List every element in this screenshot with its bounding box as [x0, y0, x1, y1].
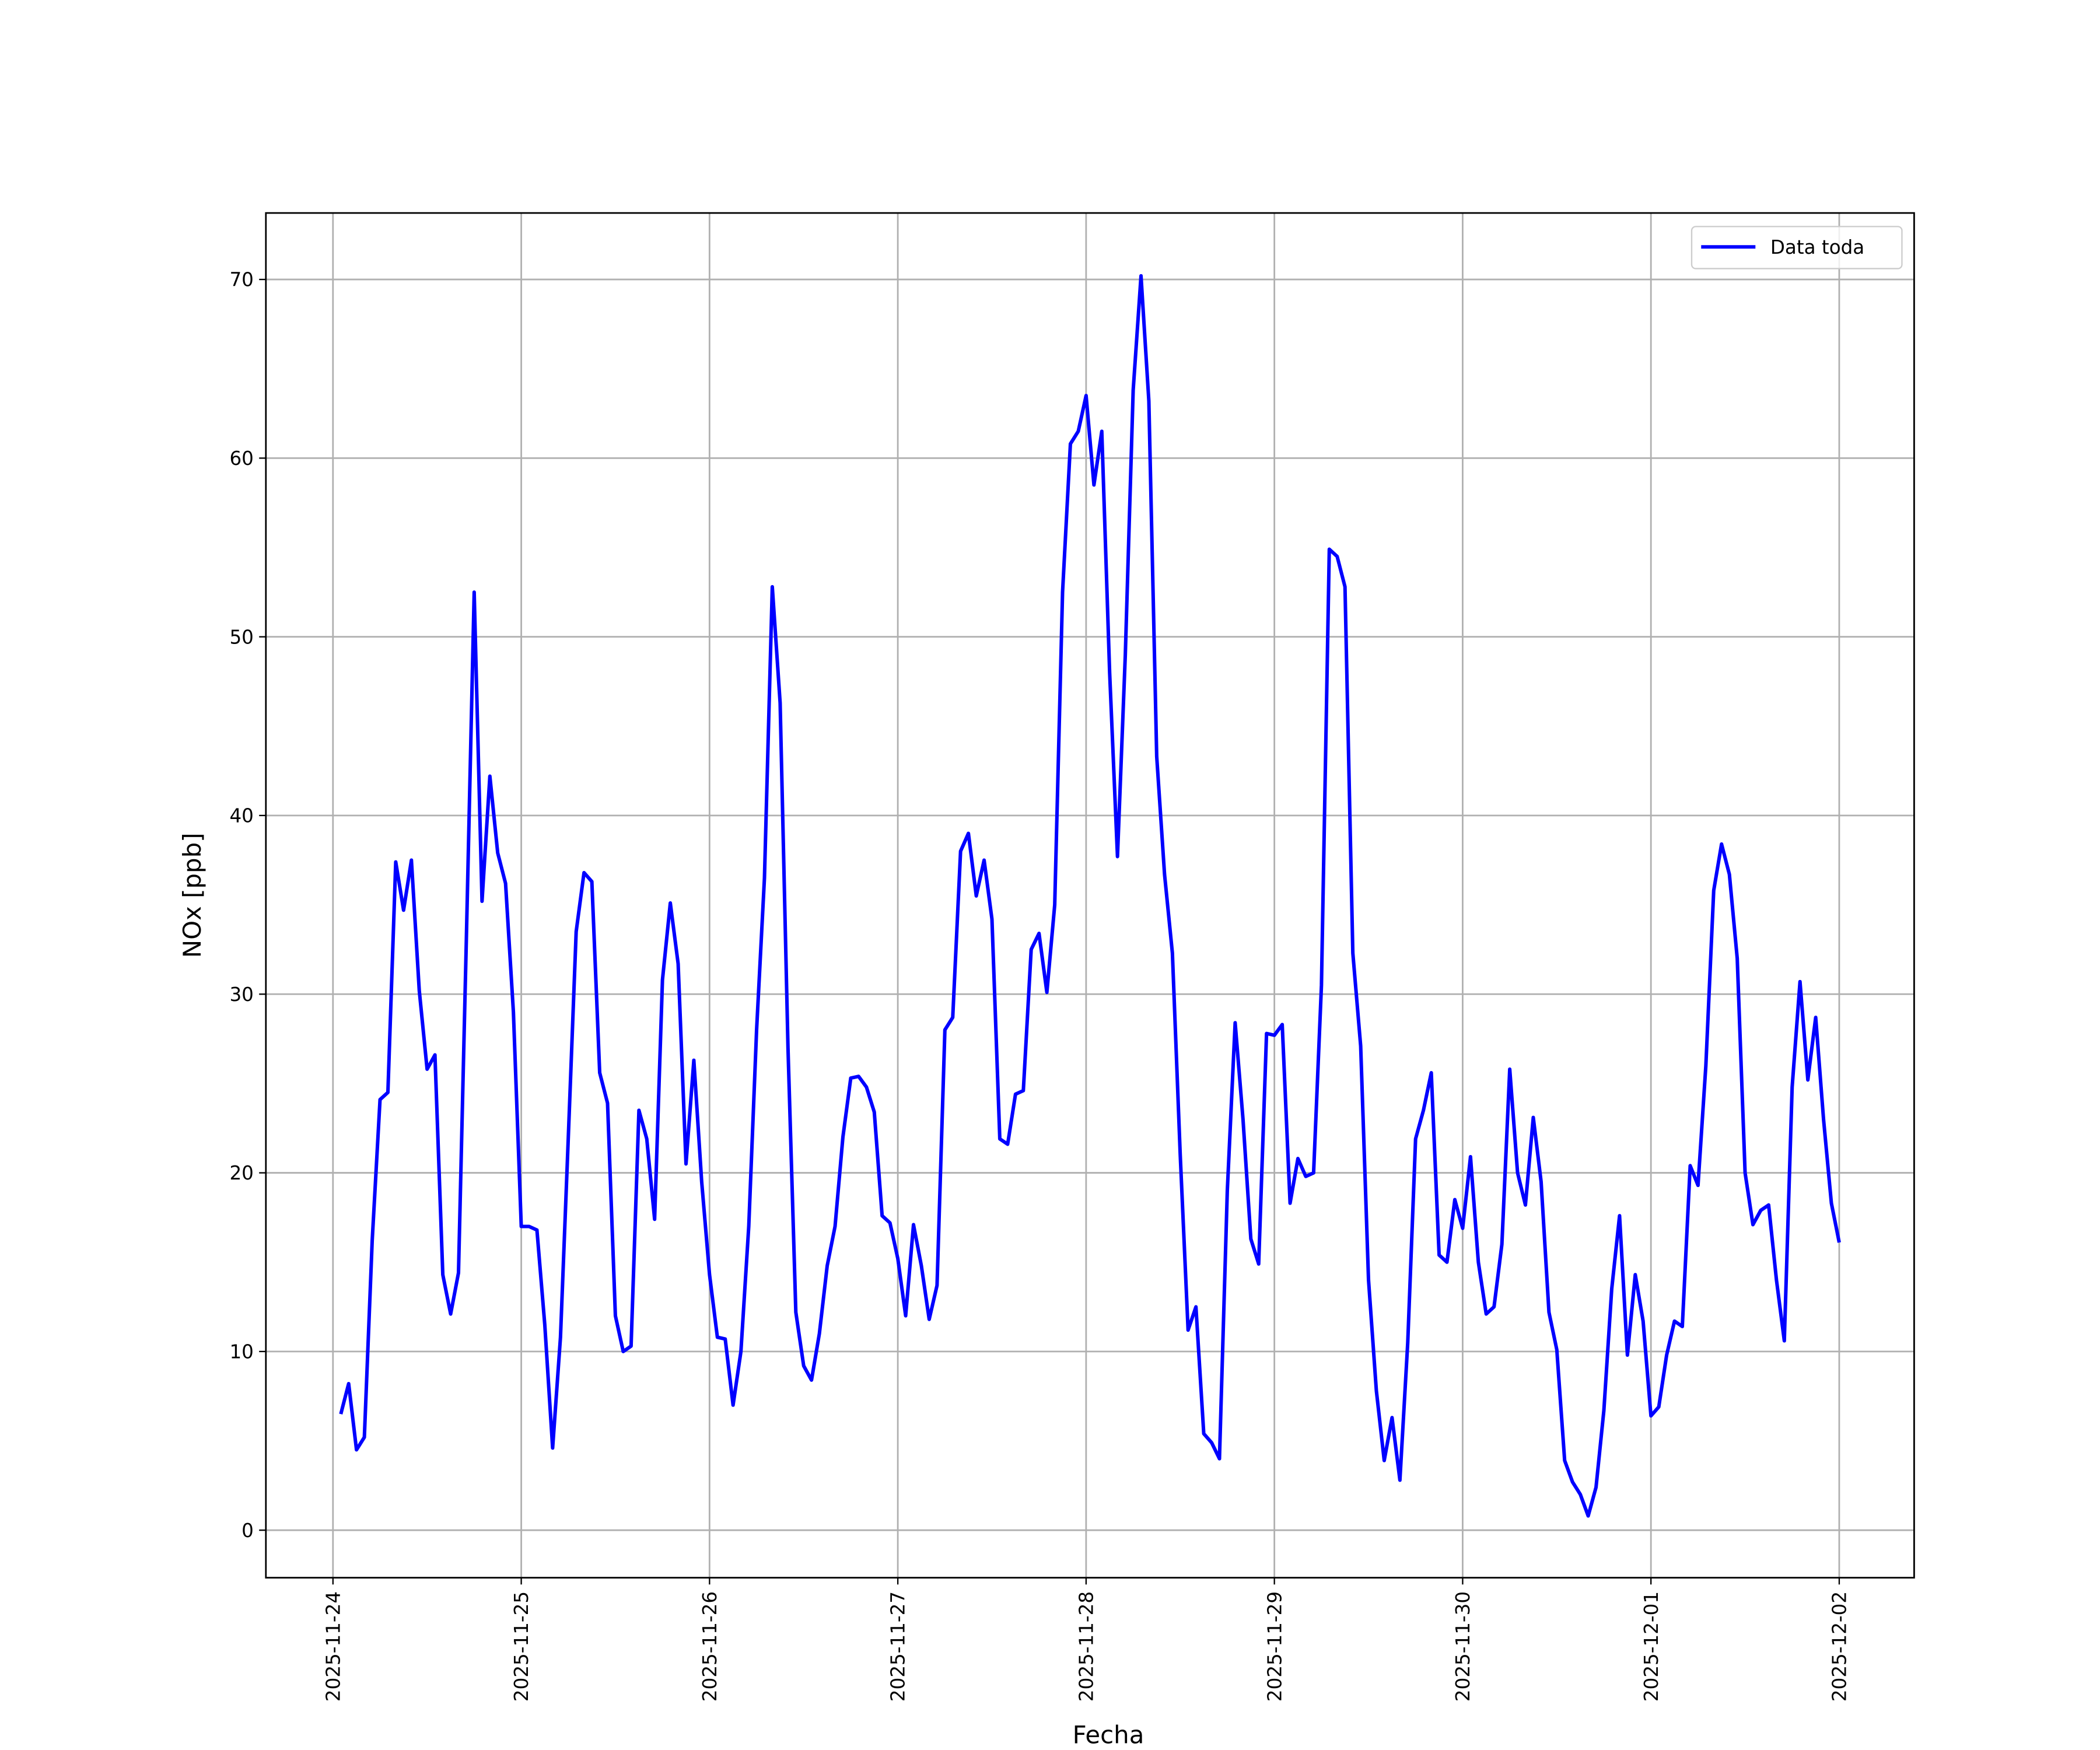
legend: Data toda — [1690, 226, 1903, 270]
legend-label: Data toda — [1770, 236, 1864, 258]
plot-area — [339, 274, 1841, 1518]
y-tick-label: 30 — [229, 984, 253, 1006]
x-tick-label: 2025-11-28 — [1076, 1591, 1098, 1702]
x-tick-label: 2025-11-24 — [322, 1591, 344, 1702]
y-tick-label: 60 — [229, 447, 253, 470]
data-line — [339, 274, 1841, 1518]
y-axis-label: NOx [ppb] — [178, 833, 206, 958]
x-tick-label: 2025-11-29 — [1264, 1591, 1286, 1702]
y-tick-label: 70 — [229, 269, 253, 291]
x-tick-label: 2025-11-30 — [1452, 1591, 1474, 1702]
y-tick-label: 0 — [242, 1520, 254, 1542]
x-axis-label: Fecha — [1073, 1720, 1144, 1749]
legend-box — [1690, 226, 1903, 270]
x-tick-label: 2025-12-02 — [1829, 1591, 1851, 1702]
x-tick-label: 2025-12-01 — [1640, 1591, 1662, 1702]
x-tick-label: 2025-11-27 — [887, 1591, 909, 1702]
y-tick-label: 20 — [229, 1162, 253, 1184]
y-tick-label: 40 — [229, 805, 253, 827]
axes-frame — [265, 212, 1915, 1579]
grid — [265, 213, 1915, 1578]
y-tick-label: 50 — [229, 626, 253, 648]
x-tick-label: 2025-11-26 — [699, 1591, 721, 1702]
y-tick-label: 10 — [229, 1341, 253, 1363]
x-tick-label: 2025-11-25 — [510, 1591, 533, 1702]
